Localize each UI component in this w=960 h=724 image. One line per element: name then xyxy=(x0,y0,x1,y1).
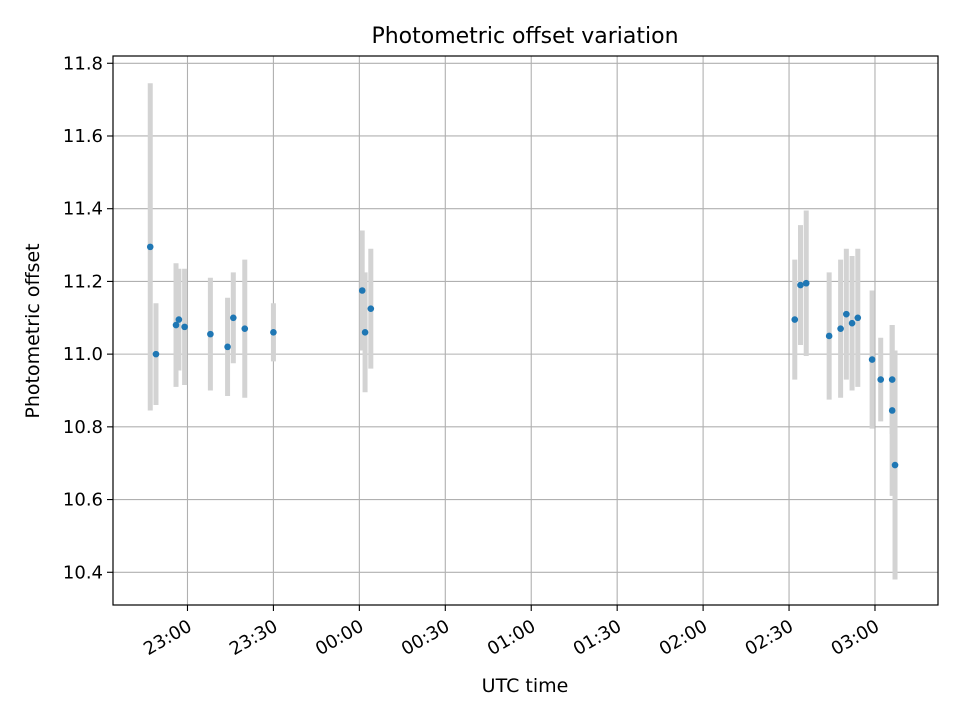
data-point xyxy=(825,332,833,340)
y-tick-label: 10.8 xyxy=(63,417,103,438)
y-tick-label: 11.6 xyxy=(63,126,103,147)
data-point xyxy=(888,376,896,383)
y-axis-ticks: 10.4 10.6 10.8 11.0 11.2 11.4 11.6 11.8 xyxy=(63,53,113,583)
point-layer xyxy=(146,243,899,469)
data-point xyxy=(797,281,804,289)
data-point xyxy=(837,325,844,332)
data-point xyxy=(175,316,183,323)
data-point xyxy=(361,329,369,336)
data-point xyxy=(172,321,180,329)
data-point xyxy=(367,305,375,312)
x-axis-label: UTC time xyxy=(482,675,569,697)
y-tick-label: 11.0 xyxy=(63,344,103,365)
data-point xyxy=(358,287,366,294)
plot-frame xyxy=(112,55,939,606)
data-point xyxy=(843,310,850,318)
y-tick-label: 11.4 xyxy=(63,199,103,220)
y-tick-label: 11.8 xyxy=(63,53,103,74)
data-point xyxy=(848,319,856,327)
y-tick-label: 11.2 xyxy=(63,271,103,292)
chart-title: Photometric offset variation xyxy=(371,24,678,49)
data-point xyxy=(207,330,214,338)
y-tick-label: 10.4 xyxy=(63,562,103,583)
data-point xyxy=(181,323,188,331)
data-point xyxy=(224,343,231,351)
data-point xyxy=(854,314,862,322)
data-point xyxy=(230,314,237,322)
y-axis-label: Photometric offset xyxy=(22,243,44,418)
data-point xyxy=(888,407,896,414)
data-point xyxy=(877,376,885,383)
data-point xyxy=(891,461,899,469)
data-point xyxy=(270,329,277,336)
data-point xyxy=(791,316,799,323)
data-point xyxy=(802,279,810,287)
y-tick-label: 10.6 xyxy=(63,490,103,511)
data-point xyxy=(152,350,160,358)
data-point xyxy=(146,243,154,251)
data-point xyxy=(241,325,249,332)
data-point xyxy=(868,356,876,363)
